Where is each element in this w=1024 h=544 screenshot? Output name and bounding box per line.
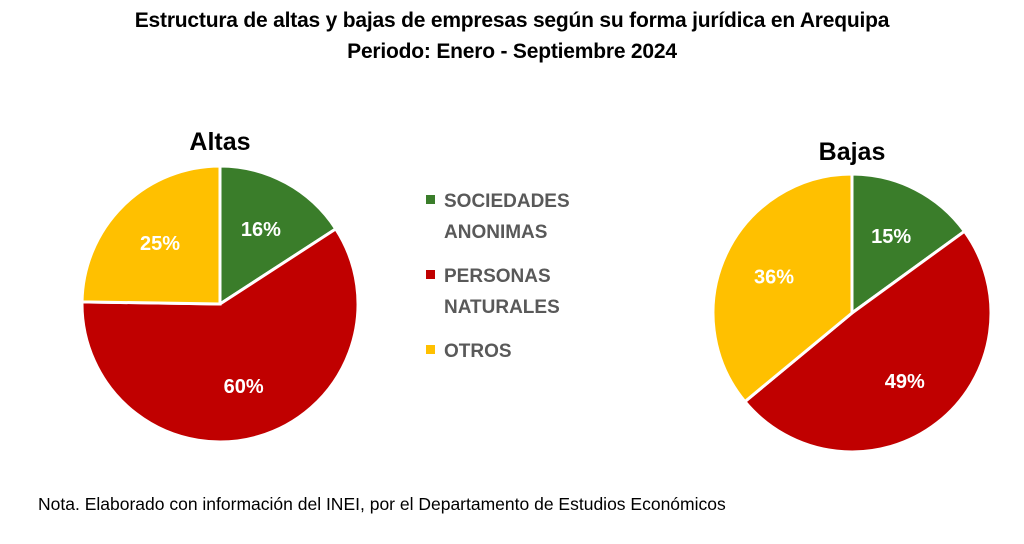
slice-label-otros: 25%: [140, 233, 180, 255]
source-note: Nota. Elaborado con información del INEI…: [38, 494, 726, 514]
pie-slice-sociedades-anonimas: [218, 164, 338, 307]
pie-slice-personas-naturales: [742, 229, 993, 454]
legend-item-otros: OTROS: [426, 336, 646, 367]
slice-label-personas-naturales: 60%: [224, 376, 264, 398]
legend-item-personas-naturales: PERSONAS NATURALES: [426, 261, 646, 323]
legend-label: ANONIMAS: [444, 222, 548, 243]
pie-slice-otros: [711, 172, 854, 404]
pie-slice-personas-naturales: [80, 226, 360, 444]
legend-swatch-red: [426, 270, 435, 279]
pie-title-bajas: Bajas: [819, 138, 886, 166]
legend-label: SOCIEDADES: [444, 191, 570, 212]
chart-subtitle: Periodo: Enero - Septiembre 2024: [347, 40, 677, 63]
slice-label-otros: 36%: [754, 266, 794, 288]
legend-label: PERSONAS: [444, 266, 551, 287]
legend-label: NATURALES: [444, 297, 560, 318]
pie-bajas: 15% 49% 36%: [711, 172, 993, 454]
slice-label-sociedades-anonimas: 15%: [871, 226, 911, 248]
chart-title: Estructura de altas y bajas de empresas …: [134, 9, 890, 32]
legend-label: OTROS: [444, 341, 512, 362]
slice-label-personas-naturales: 49%: [885, 371, 925, 393]
pie-slice-otros: [80, 164, 222, 306]
pie-title-altas: Altas: [189, 128, 250, 156]
pie-slice-sociedades-anonimas: [850, 172, 967, 316]
legend-item-sociedades-anonimas: SOCIEDADES ANONIMAS: [426, 186, 646, 248]
legend-swatch-green: [426, 195, 435, 204]
legend-swatch-yellow: [426, 345, 435, 354]
slice-label-sociedades-anonimas: 16%: [241, 219, 281, 241]
pie-altas: 16% 60% 25%: [80, 164, 360, 444]
legend: SOCIEDADES ANONIMAS PERSONAS NATURALES O…: [426, 186, 646, 380]
